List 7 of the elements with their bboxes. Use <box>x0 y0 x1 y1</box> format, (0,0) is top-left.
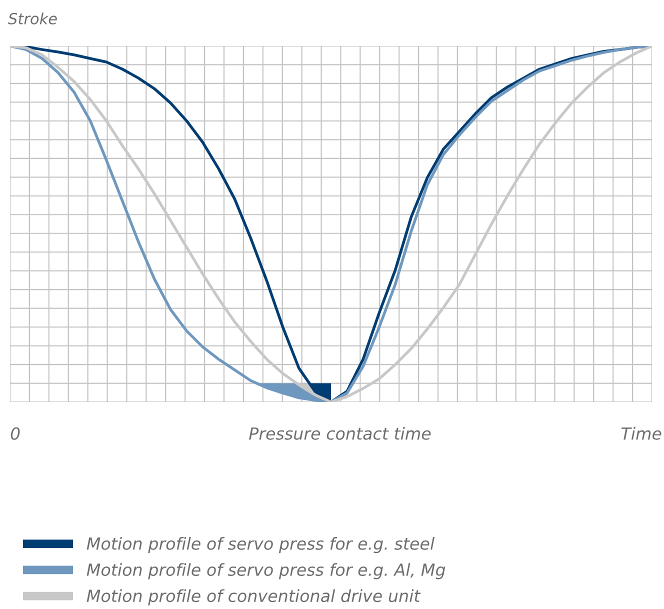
x-axis-title: Time <box>621 426 662 440</box>
legend-label: Motion profile of conventional drive unit <box>86 589 421 606</box>
y-axis-title: Stroke <box>8 12 57 24</box>
text: 0 <box>10 427 20 440</box>
text: Pressure contact time <box>249 426 431 440</box>
legend-label: Motion profile of servo press for e.g. Al, Mg <box>86 563 446 580</box>
legend-label: Motion profile of servo press for e.g. steel <box>86 537 435 554</box>
